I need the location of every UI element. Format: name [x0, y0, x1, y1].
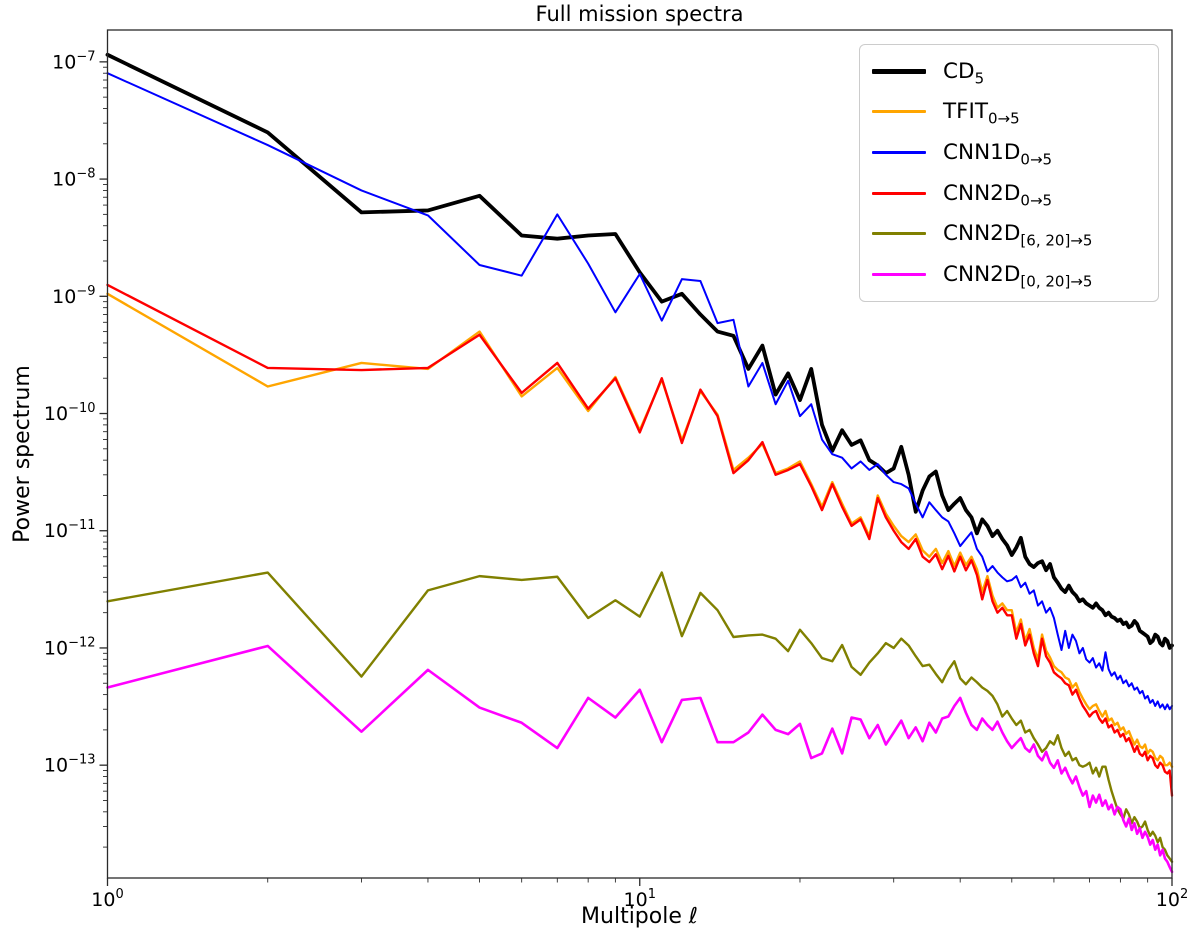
legend: CD5 TFIT0→5 CNN1D0→5 CNN2D0→5 CNN2D[6, 20]→5…: [859, 44, 1159, 302]
legend-item: CNN2D[0, 20]→5: [872, 255, 1158, 295]
y-tick-label: 10−12: [44, 635, 96, 659]
legend-label: TFIT0→5: [943, 99, 1020, 128]
legend-label: CNN2D0→5: [943, 180, 1053, 210]
legend-line-sample: [872, 232, 926, 236]
series-line-cnn1d: [106, 72, 1173, 711]
y-tick-label: 10−7: [52, 49, 95, 73]
y-axis-label: Power spectrum: [10, 365, 35, 543]
series-line-cnn2d: [106, 283, 1174, 797]
series-line-cd5: [105, 52, 1174, 650]
y-tick-label: 10−9: [52, 284, 95, 308]
legend-line-sample: [872, 273, 926, 277]
legend-line-sample: [872, 68, 926, 74]
legend-label: CNN2D[6, 20]→5: [943, 221, 1093, 250]
legend-label: CD5: [943, 58, 985, 88]
series-line-cnn2d-6-20: [106, 571, 1174, 863]
legend-item: CNN2D[6, 20]→5: [872, 214, 1158, 254]
y-tick-label: 10−8: [52, 167, 95, 191]
legend-item: CNN2D0→5: [872, 173, 1158, 213]
legend-item: CD5: [872, 51, 1158, 91]
series-line-tfit: [106, 292, 1174, 768]
y-tick-label: 10−11: [44, 518, 96, 542]
legend-item: CNN1D0→5: [872, 133, 1158, 173]
legend-label: CNN1D0→5: [943, 140, 1053, 169]
x-axis-label: Multipole ℓ: [581, 904, 698, 929]
series-line-cnn2d-0-20: [106, 644, 1174, 874]
y-tick-label: 10−10: [44, 401, 96, 425]
legend-line-sample: [872, 151, 926, 155]
legend-line-sample: [872, 191, 926, 195]
legend-label: CNN2D[0, 20]→5: [943, 262, 1093, 291]
legend-item: TFIT0→5: [872, 92, 1158, 132]
chart-title: Full mission spectra: [535, 2, 744, 26]
legend-line-sample: [872, 110, 926, 114]
axes-spines: [106, 29, 1173, 879]
y-tick-label: 10−13: [44, 753, 96, 777]
